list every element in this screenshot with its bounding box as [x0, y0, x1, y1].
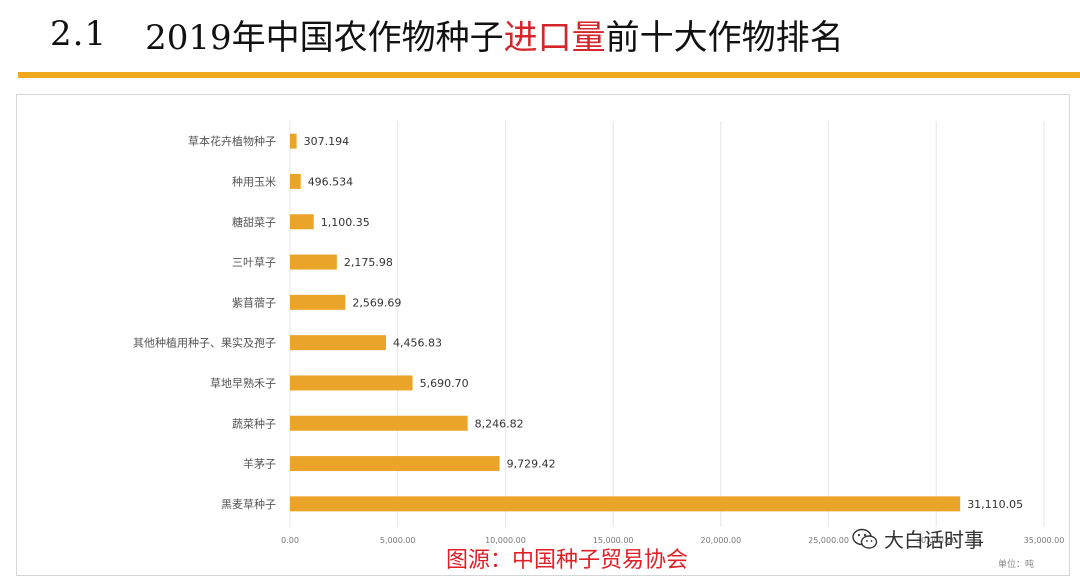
bar	[290, 496, 961, 512]
category-label: 草地早熟禾子	[210, 376, 276, 390]
chart-frame: 0.00 5,000.00 10,000.00 15,000.00 20,000.00 2…	[16, 94, 1070, 576]
category-label: 其他种植用种子、果实及孢子	[133, 336, 276, 350]
bar	[290, 254, 337, 270]
category-label: 糖甜菜子	[232, 215, 276, 229]
title-text-before: 2019年中国农作物种子	[145, 17, 504, 58]
bar-chart: 0.00 5,000.00 10,000.00 15,000.00 20,000.00 2…	[133, 121, 1064, 570]
x-tick-label: 20,000.00	[700, 536, 741, 545]
bar	[290, 415, 468, 431]
watermark-text: 大白话时事	[884, 528, 984, 552]
x-tick-label: 10,000.00	[485, 536, 526, 545]
value-label: 31,110.05	[967, 498, 1023, 511]
x-tick-label: 15,000.00	[593, 536, 634, 545]
watermark: 大白话时事	[852, 524, 984, 553]
unit-label: 单位：吨	[998, 558, 1034, 570]
bar	[290, 335, 387, 351]
x-tick-label: 25,000.00	[808, 536, 849, 545]
category-label: 黑麦草种子	[221, 497, 276, 511]
category-label: 草本花卉植物种子	[188, 134, 276, 148]
bar	[290, 456, 500, 472]
bar	[290, 294, 346, 310]
title-text-after: 前十大作物排名	[605, 17, 844, 58]
source-note: 图源：中国种子贸易协会	[446, 548, 689, 573]
x-tick-label: 30,000.00	[916, 536, 957, 545]
value-label: 4,456.83	[393, 337, 442, 350]
x-tick-label: 5,000.00	[380, 536, 416, 545]
value-label: 8,246.82	[475, 417, 524, 430]
value-label: 9,729.42	[507, 458, 556, 471]
category-label: 紫苜蓿子	[232, 295, 276, 309]
category-label: 蔬菜种子	[232, 416, 276, 430]
bar	[290, 133, 297, 149]
bar	[290, 214, 314, 230]
grid-lines	[289, 121, 1045, 527]
category-label: 羊茅子	[243, 457, 276, 471]
value-label: 307.194	[304, 135, 350, 148]
x-tick-label: 0.00	[281, 536, 299, 545]
bar	[290, 173, 301, 189]
section-number: 2.1	[50, 14, 108, 54]
title-underline	[18, 72, 1080, 78]
category-label: 三叶草子	[232, 256, 276, 269]
slide-title: 2.1 2019年中国农作物种子 进口量 前十大作物排名	[50, 6, 844, 62]
wechat-icon	[852, 528, 878, 549]
title-highlight: 进口量	[503, 17, 606, 58]
bars	[290, 133, 961, 512]
value-label: 2,569.69	[352, 296, 401, 309]
value-label: 496.534	[308, 175, 354, 188]
value-label: 1,100.35	[321, 216, 370, 229]
labels: 0.00 5,000.00 10,000.00 15,000.00 20,000.00 2…	[133, 134, 1064, 570]
value-label: 5,690.70	[420, 377, 469, 390]
category-label: 种用玉米	[232, 174, 276, 188]
bar	[290, 375, 413, 391]
x-tick-label: 35,000.00	[1024, 536, 1065, 545]
value-label: 2,175.98	[344, 256, 393, 269]
